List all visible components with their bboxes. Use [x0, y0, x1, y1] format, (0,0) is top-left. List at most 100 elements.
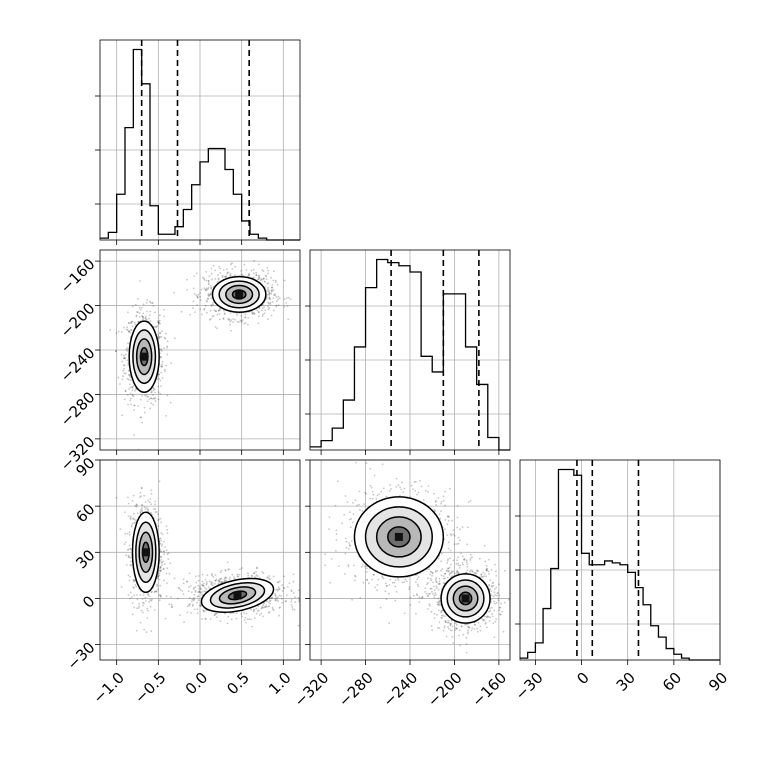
density-y_vs_z-point: [457, 542, 460, 545]
density-y_vs_z-point: [354, 575, 357, 578]
density-x_vs_y-point: [257, 311, 260, 314]
density-y_vs_z-point: [446, 523, 449, 526]
density-x_vs_z-point: [154, 500, 157, 503]
density-x_vs_y-point: [267, 301, 269, 304]
density-x_vs_y-point: [160, 365, 163, 368]
density-x_vs_y-point: [212, 302, 215, 304]
density-x_vs_y-point: [131, 320, 134, 323]
density-x_vs_z-point: [169, 562, 172, 565]
density-x_vs_z-point: [144, 501, 147, 503]
density-x_vs_z-point: [248, 618, 251, 620]
density-x_vs_z-point: [277, 596, 279, 599]
density-x_vs_z-point: [277, 586, 280, 589]
density-x_vs_z-point: [159, 569, 162, 572]
density-x_vs_y-point: [156, 325, 159, 327]
density-x_vs_y-point: [218, 313, 221, 315]
density-y_vs_z-point: [467, 631, 469, 633]
density-x_vs_y-point: [287, 296, 290, 299]
density-x_vs_z-point: [154, 511, 157, 513]
density-x_vs_z-ytick-label-0: −30: [63, 638, 98, 673]
density-x_vs_y-point: [157, 385, 160, 388]
density-y_vs_z-point: [371, 578, 373, 581]
density-x_vs_y-point: [123, 398, 126, 401]
density-x_vs_z-point: [205, 581, 208, 583]
density-y_vs_z-point: [401, 581, 404, 584]
density-x_vs_z-point: [278, 594, 281, 597]
density-y_vs_z-point: [418, 601, 421, 603]
density-x_vs_y-point: [271, 290, 273, 293]
density-x_vs_z-point: [181, 590, 184, 592]
density-x_vs_y-point: [210, 297, 213, 299]
density-x_vs_z-point: [159, 567, 161, 570]
density-y_vs_z-point: [351, 521, 354, 524]
density-x_vs_y-point: [209, 293, 212, 296]
density-x_vs_y-point: [267, 302, 270, 305]
density-x_vs_y-point: [126, 349, 129, 352]
density-x_vs_z-point: [201, 584, 204, 587]
density-x_vs_y-point: [218, 265, 220, 268]
density-x_vs_z-point: [127, 502, 130, 505]
density-x_vs_y-point: [257, 311, 260, 313]
density-x_vs_y-point: [234, 265, 237, 268]
density-x_vs_z-point: [196, 608, 199, 610]
density-y_vs_z-point: [485, 569, 488, 571]
density-x_vs_y-point: [257, 278, 260, 281]
density-x_vs_z-point: [196, 612, 199, 614]
density-y_vs_z-point: [388, 622, 391, 625]
density-y_vs_z-point: [349, 511, 351, 514]
density-x_vs_z-point: [170, 596, 172, 598]
density-x_vs_z-point: [145, 600, 147, 602]
density-y_vs_z-point: [437, 496, 440, 499]
density-x_vs_z-point: [200, 591, 202, 594]
density-x_vs_z-point: [186, 611, 189, 614]
density-y_vs_z-point: [430, 587, 433, 590]
density-x_vs_y-point: [214, 269, 217, 272]
density-x_vs_z-point: [198, 604, 201, 607]
density-y_vs_z-point: [382, 577, 385, 580]
density-y_vs_z-point: [377, 578, 380, 581]
density-y_vs_z-point: [436, 603, 439, 606]
density-x_vs_z-point: [266, 576, 269, 579]
density-x_vs_z-point: [268, 575, 271, 577]
density-y_vs_z-point: [488, 620, 491, 622]
density-x_vs_y-point: [125, 348, 128, 351]
density-x_vs_y-point: [217, 274, 220, 276]
density-y_vs_z-point: [381, 576, 384, 579]
density-x_vs_y-point: [157, 321, 160, 323]
density-x_vs_z-point: [142, 601, 144, 604]
density-y_vs_z-point: [490, 569, 493, 571]
density-x_vs_y-point: [289, 298, 292, 300]
density-x_vs_z-point: [123, 511, 126, 514]
density-y_vs_z-point: [393, 581, 396, 584]
density-x_vs_y-point: [148, 314, 151, 317]
density-x_vs_y-point: [148, 317, 151, 320]
density-x_vs_y-point: [120, 353, 123, 356]
density-x_vs_z-point: [268, 611, 271, 613]
density-x_vs_z-point: [162, 560, 164, 563]
density-x_vs_y-point: [158, 336, 161, 339]
density-x_vs_y-point: [244, 316, 247, 318]
density-y_vs_z-point: [328, 528, 330, 530]
density-x_vs_y-point: [127, 403, 129, 406]
density-y_vs_z-point: [359, 508, 361, 511]
density-x_vs_z-point: [150, 600, 153, 602]
density-x_vs_z-point: [297, 596, 300, 599]
density-panel-y_vs_z: −320 −280 −240 −200 −160: [291, 459, 511, 710]
density-x_vs_y-point: [267, 286, 269, 289]
density-y_vs_z-point: [434, 578, 437, 581]
density-y_vs_z-point: [347, 564, 350, 566]
density-x_vs_z-point: [127, 555, 130, 558]
density-y_vs_z-point: [466, 543, 469, 546]
density-y_vs_z-point: [371, 491, 374, 493]
density-x_vs_y-point: [201, 313, 203, 316]
density-x_vs_z-point: [140, 609, 143, 612]
density-x_vs_z-point: [128, 556, 131, 559]
density-x_vs_z-point: [233, 577, 236, 580]
density-x_vs_y-point: [139, 280, 141, 282]
density-x_vs_y-point: [219, 272, 222, 274]
density-x_vs_y-contour-0-0: [128, 320, 160, 393]
density-x_vs_z-point: [265, 604, 268, 606]
density-x_vs_z-point: [204, 578, 207, 581]
density-y_vs_z-point: [370, 486, 373, 489]
density-x_vs_y-point: [208, 318, 211, 321]
